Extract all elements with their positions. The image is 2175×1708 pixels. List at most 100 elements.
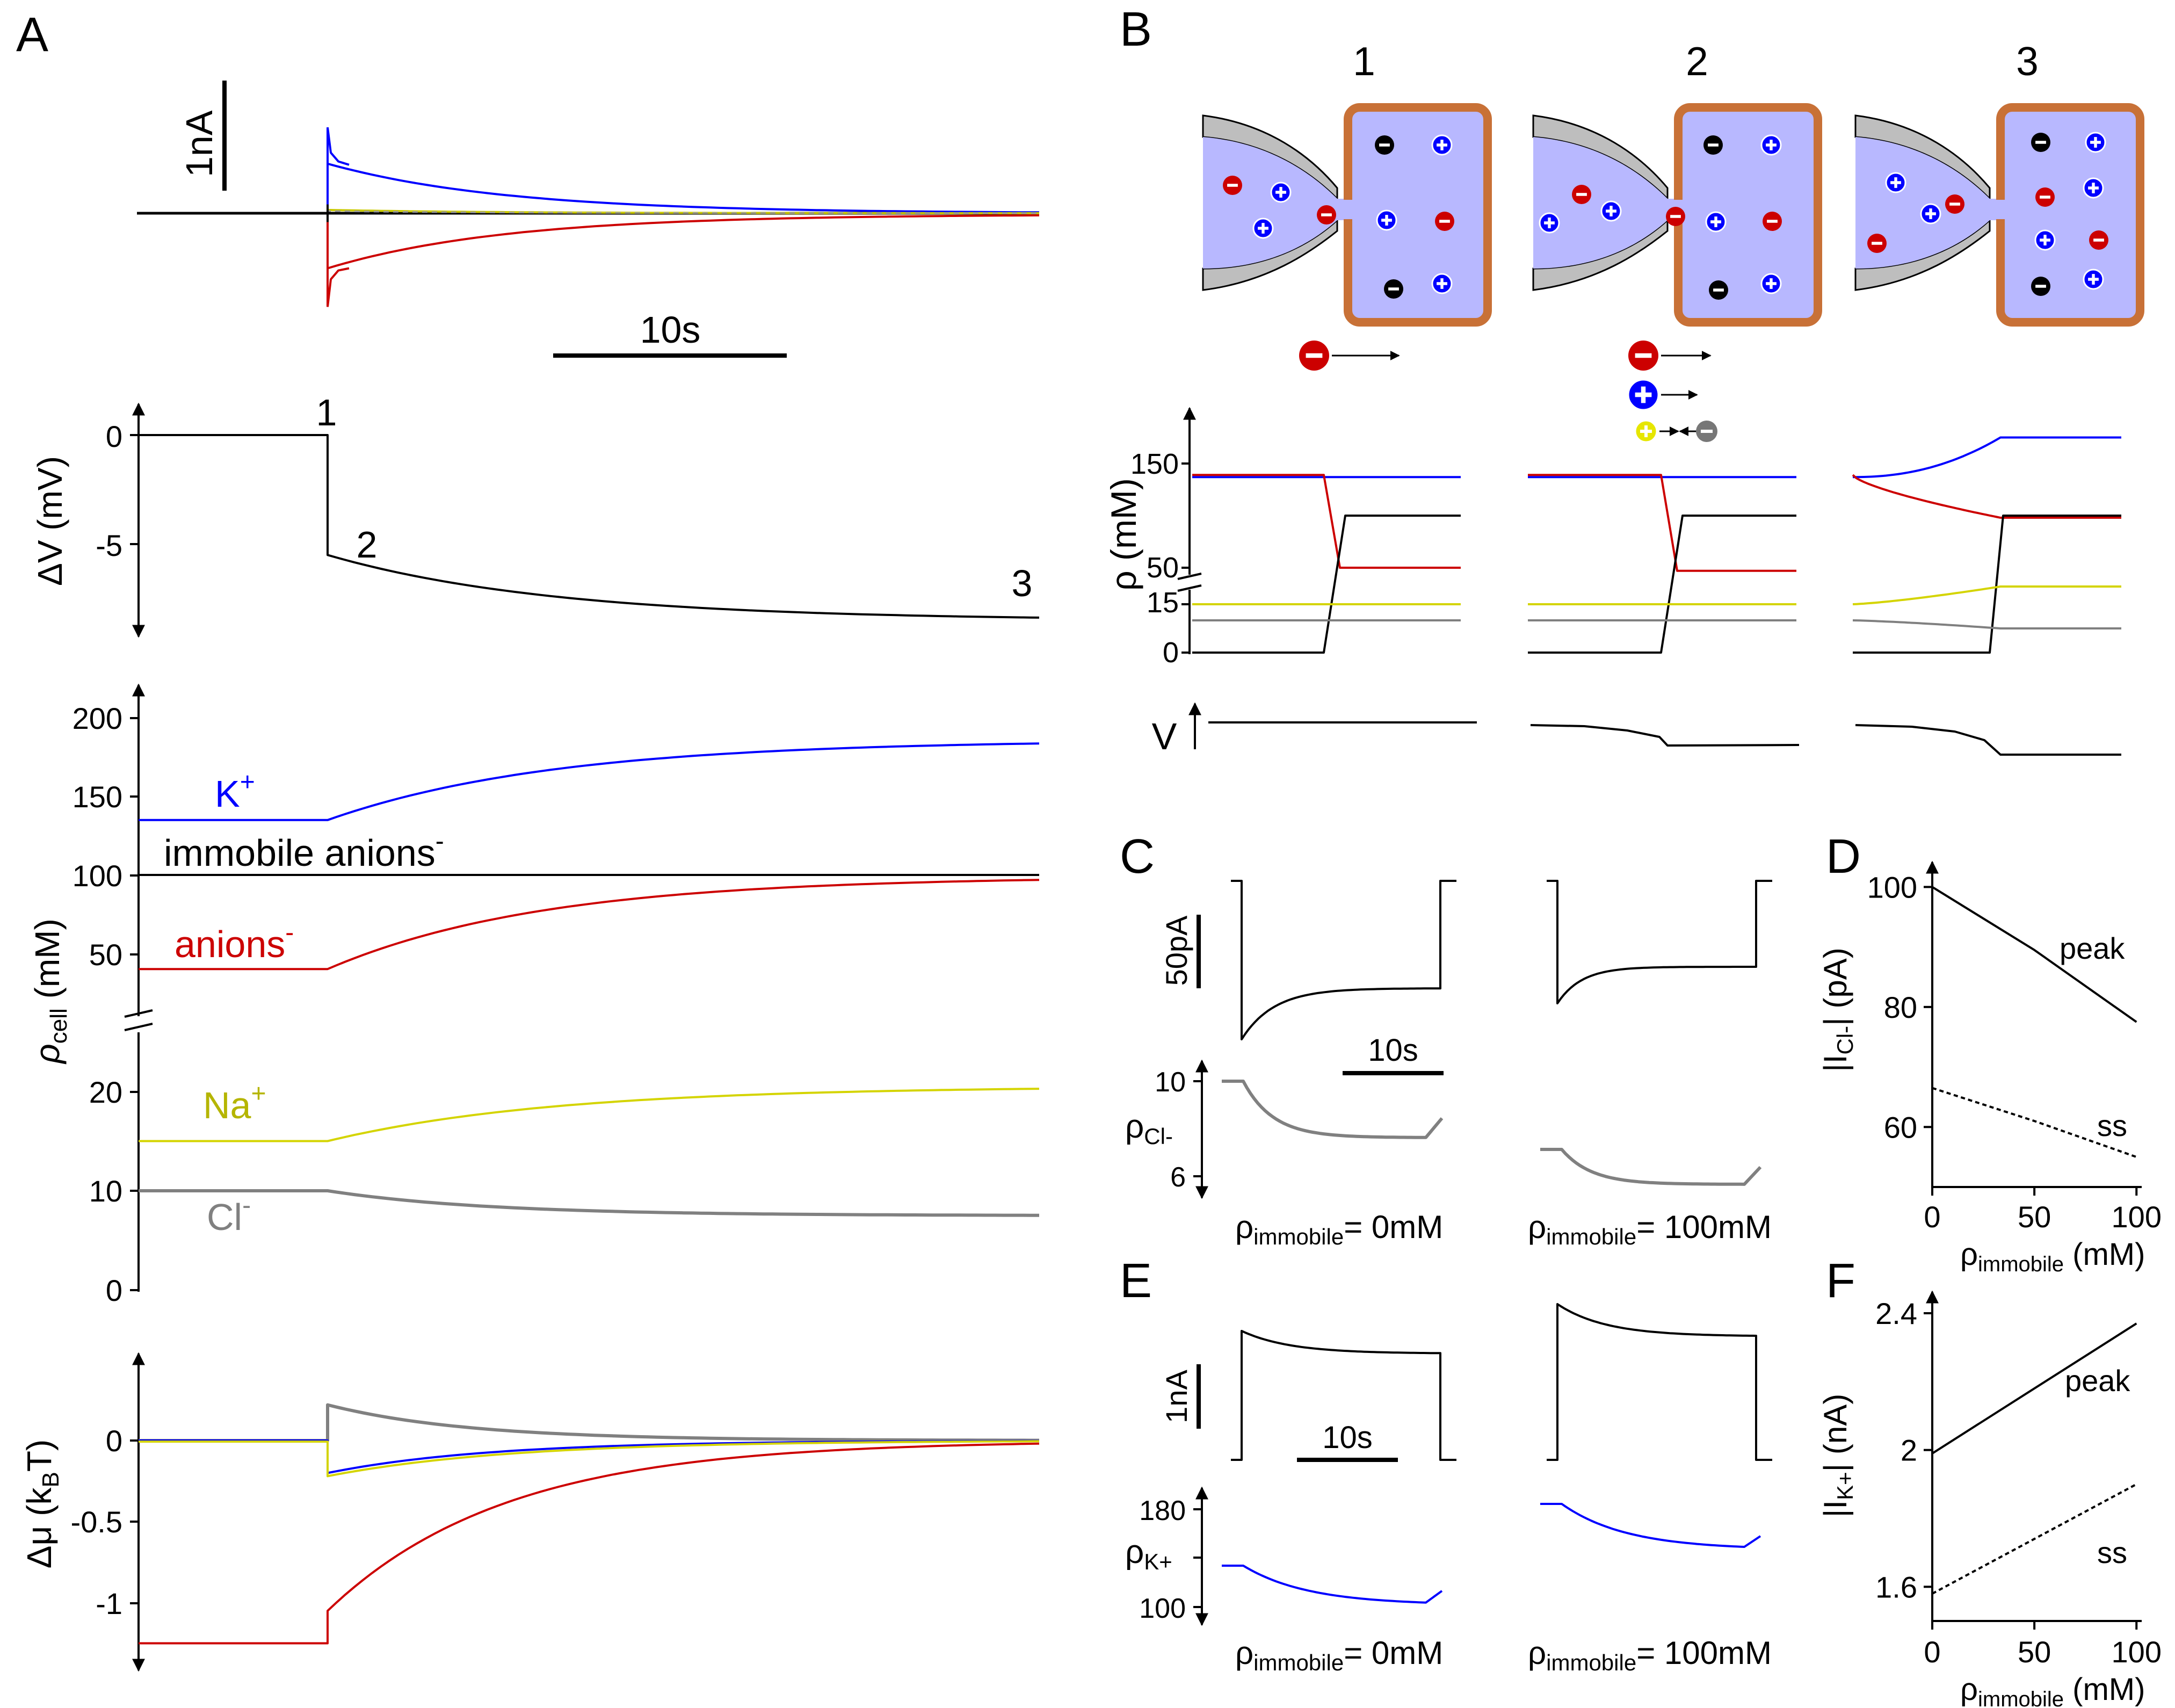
f-ylabel: |IK+| (nA): [1817, 1394, 1858, 1517]
f-ytick-label: 1.6: [1875, 1570, 1917, 1604]
pipette-solution: [1855, 137, 1990, 269]
ion-anion: [2031, 133, 2050, 152]
b-rho-trace-cl-3: [1852, 619, 2121, 629]
f-ss-line: [1932, 1483, 2137, 1595]
ion-cation: [1760, 273, 1782, 294]
d-xtick-label: 100: [2112, 1200, 2162, 1234]
a-dmu-tick-label: -1: [96, 1587, 122, 1620]
ion-anion: [1317, 205, 1336, 225]
a-current-trace-anion: [327, 213, 1040, 270]
a-rho-tick-label: 10: [89, 1174, 122, 1208]
na-icon: [1634, 419, 1658, 443]
c-rho-tick-label: 10: [1155, 1067, 1186, 1098]
c-current-trace-100mM: [1547, 880, 1772, 1004]
c-current-scalebar-label: 50pA: [1159, 915, 1193, 986]
f-xtick-label: 100: [2112, 1635, 2162, 1669]
e-current-scalebar-label: 1nA: [1159, 1370, 1193, 1423]
ion-cation: [1539, 212, 1560, 234]
a-dmu-trace-k: [139, 1439, 1040, 1474]
a-rho-axis-break: [124, 1023, 153, 1031]
ion-cation: [2034, 229, 2056, 251]
b-rho-trace-anion: [1192, 474, 1461, 569]
e-current-trace-0mM: [1231, 1330, 1456, 1461]
b-rho-tick-label: 15: [1147, 587, 1179, 619]
c-rho-tick-label: 6: [1170, 1162, 1186, 1193]
ion-anion: [1223, 176, 1242, 195]
f-xlabel: ρimmobile (mM): [1960, 1672, 2145, 1708]
ion-anion: [1867, 234, 1887, 253]
f-peak-line: [1931, 1322, 2137, 1454]
ion-cation: [1431, 273, 1453, 294]
panel-letter-a: A: [16, 8, 48, 62]
d-xtick-label: 0: [1924, 1200, 1940, 1234]
ion-anion: [1666, 207, 1685, 226]
a-dmu-plot: 0 -0.5 -1 Δμ (kBT): [20, 1352, 145, 1672]
e-rho-trace-0mM: [1222, 1565, 1443, 1604]
a-current-trace-k: [327, 162, 1039, 214]
e-rho-trace-100mM: [1540, 1503, 1761, 1548]
panel-letter-f: F: [1826, 1254, 1855, 1308]
ion-cation: [1431, 134, 1453, 156]
d-ticks: 100 80 60 0 50 100: [1867, 870, 2162, 1234]
d-ytick-label: 100: [1867, 870, 1917, 904]
b-cell-schematics: [1202, 103, 2144, 327]
ion-anion: [1945, 194, 1964, 214]
e-condition-label: ρimmobile= 0mM: [1235, 1635, 1443, 1675]
c-current-trace-0mM: [1231, 880, 1456, 1040]
ion-anion: [1763, 212, 1782, 231]
d-xtick-label: 50: [2018, 1200, 2051, 1234]
b-rho-trace-k-3: [1853, 436, 2121, 479]
ion-cation: [1760, 134, 1782, 156]
b-v-plot: V: [1152, 702, 1201, 757]
panel-letter-b: B: [1120, 3, 1152, 56]
ion-anion: [1709, 280, 1728, 300]
d-ytick-label: 60: [1884, 1110, 1917, 1144]
panel-d: 100 80 60 0 50 100 |ICl-| (pA) ρimmobile (mM)…: [1817, 860, 2162, 1276]
f-xtick-label: 50: [2018, 1635, 2051, 1669]
ion-cation: [1920, 203, 1941, 225]
a-dmu-tick-label: -0.5: [71, 1505, 123, 1539]
b-ion-flux-legend: [1299, 341, 1717, 443]
ion-anion: [1435, 212, 1454, 231]
b-rho-tick-label: 50: [1147, 552, 1179, 584]
c-rho-label: ρCl-: [1125, 1108, 1173, 1149]
b-cell-schematic-2: [1532, 103, 1822, 327]
a-current-scalebar-label: 1nA: [178, 110, 220, 177]
ion-cation: [1376, 209, 1397, 231]
flux-anion-icon-2: [1628, 341, 1658, 371]
a-dv-tick-label: -5: [96, 529, 122, 562]
e-time-scalebar-label: 10s: [1322, 1420, 1373, 1455]
ion-cation: [1270, 182, 1292, 203]
a-dv-tick-label: 0: [106, 419, 122, 453]
b-stage-label: 3: [2016, 39, 2039, 84]
cell-opening: [1342, 200, 1357, 219]
a-rho-trace-k: [139, 742, 1040, 821]
a-marker-1: 1: [316, 392, 337, 433]
a-time-scalebar-label: 10s: [640, 309, 701, 351]
ion-anion: [2031, 277, 2050, 296]
a-rho-tick-label: 50: [89, 938, 122, 972]
ion-anion: [2035, 187, 2055, 207]
ion-anion: [1572, 185, 1591, 204]
d-ylabel: |ICl-| (pA): [1817, 947, 1858, 1072]
f-peak-label: peak: [2065, 1364, 2130, 1398]
a-label-na: Na+: [203, 1080, 266, 1126]
d-peak-line: [1931, 886, 2137, 1023]
ion-cation: [1600, 200, 1622, 222]
c-condition-label: ρimmobile= 100mM: [1528, 1209, 1772, 1249]
b-rho-tick-label: 0: [1163, 636, 1179, 669]
a-current-spike-anion-decay: [327, 267, 350, 307]
a-rho-tick-label: 100: [73, 859, 122, 893]
panel-letter-c: C: [1120, 830, 1155, 884]
b-rho-trace-immobile: [1528, 515, 1796, 654]
panel-e: 1nA 10s 180 100 ρK+ ρimmobile= 0mM ρimmo…: [1125, 1364, 1772, 1675]
b-rho-trace-immobile-3: [1853, 515, 2121, 654]
e-rho-label: ρK+: [1125, 1533, 1172, 1574]
cell-body: [1344, 103, 1492, 327]
e-condition-label: ρimmobile= 100mM: [1528, 1635, 1772, 1675]
a-label-anions: anions-: [175, 918, 294, 965]
d-peak-label: peak: [2060, 931, 2125, 965]
b-rho-trace-anion: [1528, 474, 1796, 572]
f-ticks: 2.4 2 1.60 50 100: [1875, 1297, 2162, 1669]
a-dmu-trace-anions: [139, 1442, 1040, 1645]
